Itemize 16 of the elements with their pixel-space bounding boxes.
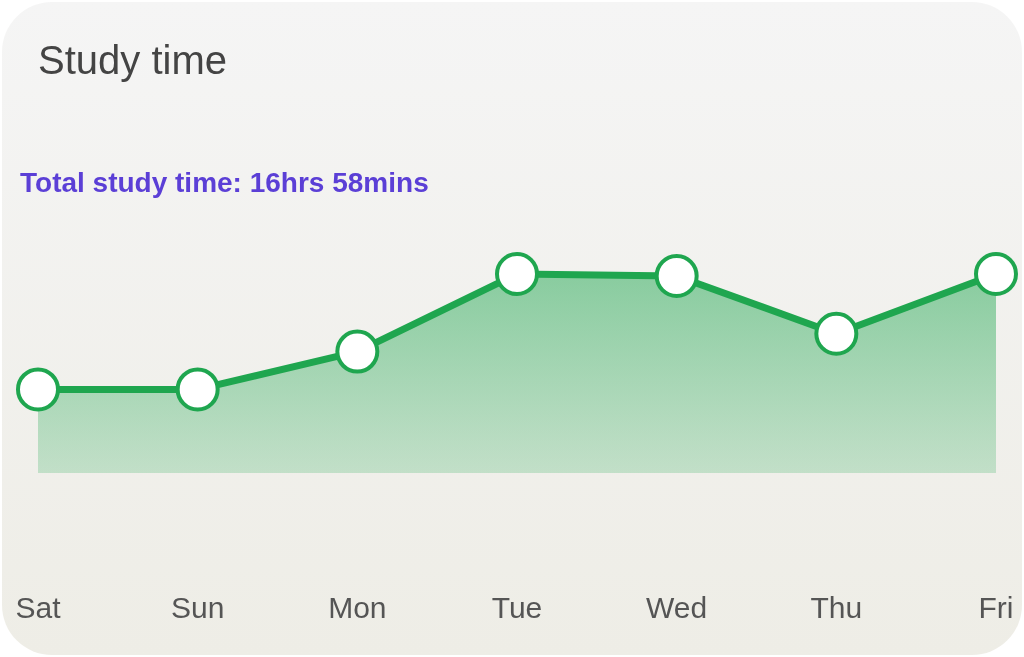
point [495, 252, 539, 296]
x-tick-label: Sat [15, 591, 62, 624]
point [974, 252, 1018, 296]
x-tick-label: Wed [646, 591, 708, 624]
point [814, 311, 859, 356]
chart-title: Study time [38, 38, 227, 82]
point [175, 367, 220, 412]
chart-subtitle: Total study time: 16hrs 58mins [20, 167, 429, 198]
point [335, 329, 380, 374]
point [654, 253, 699, 298]
x-tick-label: Fri [978, 591, 1014, 624]
x-tick-label: Sun [170, 591, 225, 624]
x-tick-label: Mon [328, 591, 387, 624]
x-tick-label: Thu [810, 591, 863, 624]
point [16, 367, 60, 412]
x-tick-label: Tue [491, 591, 543, 624]
